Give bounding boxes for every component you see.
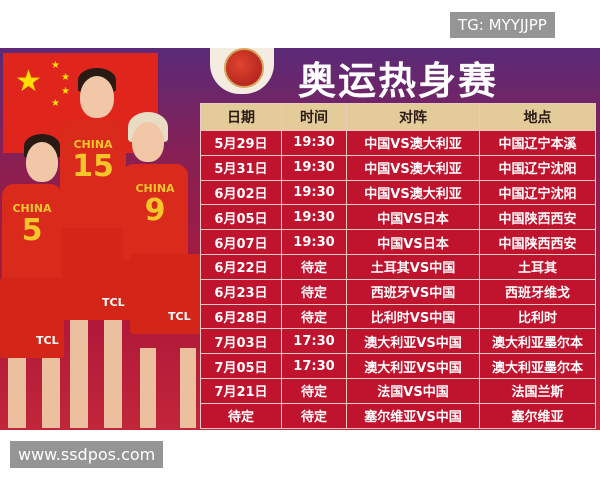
cell-matchup: 土耳其VS中国 [346, 253, 480, 280]
table-row: 6月02日 19:30 中国VS澳大利亚 中国辽宁沈阳 [200, 179, 596, 206]
cell-date: 6月02日 [200, 179, 282, 206]
cell-date: 5月29日 [200, 130, 282, 156]
cell-venue: 澳大利亚墨尔本 [479, 328, 596, 355]
cell-venue: 比利时 [479, 303, 596, 330]
table-row: 7月05日 17:30 澳大利亚VS中国 澳大利亚墨尔本 [200, 353, 596, 379]
header-matchup: 对阵 [346, 103, 480, 131]
jersey-team: CHINA [73, 138, 113, 151]
cell-time: 待定 [281, 303, 347, 330]
table-row: 7月03日 17:30 澳大利亚VS中国 澳大利亚墨尔本 [200, 328, 596, 355]
cell-time: 待定 [281, 402, 347, 429]
cell-matchup: 中国VS澳大利亚 [346, 130, 480, 156]
cell-time: 17:30 [281, 328, 347, 355]
table-row: 5月29日 19:30 中国VS澳大利亚 中国辽宁本溪 [200, 130, 596, 156]
jersey-number: 5 [21, 213, 43, 248]
table-row: 6月23日 待定 西班牙VS中国 西班牙维戈 [200, 278, 596, 305]
cell-time: 19:30 [281, 154, 347, 181]
cell-venue: 西班牙维戈 [479, 278, 596, 305]
basketball-association-logo [210, 48, 274, 94]
cell-time: 19:30 [281, 204, 347, 231]
sponsor-logo: TCL [36, 334, 59, 347]
cell-date: 6月22日 [200, 253, 282, 280]
cell-date: 6月07日 [200, 229, 282, 255]
cell-time: 17:30 [281, 353, 347, 379]
poster-title: 奥运热身赛 [298, 59, 499, 103]
cell-venue: 土耳其 [479, 253, 596, 280]
jersey-number: 15 [72, 149, 114, 184]
header-date: 日期 [200, 103, 282, 131]
cell-matchup: 中国VS澳大利亚 [346, 154, 480, 181]
cell-matchup: 澳大利亚VS中国 [346, 328, 480, 355]
cell-matchup: 中国VS日本 [346, 204, 480, 231]
jersey-number: 9 [144, 193, 166, 228]
star-icon: ★ [51, 98, 60, 109]
cell-venue: 中国辽宁沈阳 [479, 154, 596, 181]
watermark-top-right: TG: MYYJJPP [450, 12, 555, 38]
cell-matchup: 法国VS中国 [346, 377, 480, 404]
star-icon: ★ [51, 60, 60, 71]
cell-date: 7月21日 [200, 377, 282, 404]
cell-date: 5月31日 [200, 154, 282, 181]
cell-matchup: 比利时VS中国 [346, 303, 480, 330]
star-icon: ★ [61, 86, 70, 97]
poster: ★ ★ ★ ★ ★ CHINA 15 TCL CHINA 5 TCL [0, 48, 600, 430]
table-row: 6月07日 19:30 中国VS日本 中国陕西西安 [200, 229, 596, 255]
header-time: 时间 [281, 103, 347, 131]
table-row: 5月31日 19:30 中国VS澳大利亚 中国辽宁沈阳 [200, 154, 596, 181]
cell-venue: 中国辽宁沈阳 [479, 179, 596, 206]
header-venue: 地点 [479, 103, 596, 131]
cell-venue: 中国陕西西安 [479, 204, 596, 231]
cell-matchup: 中国VS日本 [346, 229, 480, 255]
table-row: 6月28日 待定 比利时VS中国 比利时 [200, 303, 596, 330]
cell-venue: 中国陕西西安 [479, 229, 596, 255]
basketball-icon [224, 48, 264, 88]
cell-time: 19:30 [281, 179, 347, 206]
sponsor-logo: TCL [168, 310, 191, 323]
cell-date: 6月23日 [200, 278, 282, 305]
cell-time: 待定 [281, 253, 347, 280]
cell-date: 7月05日 [200, 353, 282, 379]
cell-matchup: 西班牙VS中国 [346, 278, 480, 305]
cell-time: 待定 [281, 377, 347, 404]
cell-date: 7月03日 [200, 328, 282, 355]
cell-date: 6月05日 [200, 204, 282, 231]
table-row: 7月21日 待定 法国VS中国 法国兰斯 [200, 377, 596, 404]
table-row: 6月05日 19:30 中国VS日本 中国陕西西安 [200, 204, 596, 231]
cell-venue: 法国兰斯 [479, 377, 596, 404]
cell-date: 6月28日 [200, 303, 282, 330]
star-icon: ★ [61, 72, 70, 83]
jersey-team: CHINA [12, 202, 52, 215]
cell-matchup: 澳大利亚VS中国 [346, 353, 480, 379]
cell-matchup: 塞尔维亚VS中国 [346, 402, 480, 429]
sponsor-logo: TCL [102, 296, 125, 309]
schedule-table: 日期 时间 对阵 地点 5月29日 19:30 中国VS澳大利亚 中国辽宁本溪 5月31… [200, 103, 596, 429]
table-header-row: 日期 时间 对阵 地点 [200, 103, 596, 131]
cell-date: 待定 [200, 402, 282, 429]
table-row: 待定 待定 塞尔维亚VS中国 塞尔维亚 [200, 402, 596, 429]
watermark-bottom-left: www.ssdpos.com [10, 441, 164, 468]
table-row: 6月22日 待定 土耳其VS中国 土耳其 [200, 253, 596, 280]
cell-venue: 澳大利亚墨尔本 [479, 353, 596, 379]
cell-time: 待定 [281, 278, 347, 305]
cell-time: 19:30 [281, 229, 347, 255]
cell-time: 19:30 [281, 130, 347, 156]
cell-venue: 中国辽宁本溪 [479, 130, 596, 156]
cell-matchup: 中国VS澳大利亚 [346, 179, 480, 206]
jersey-team: CHINA [135, 182, 175, 195]
star-icon: ★ [15, 64, 42, 99]
cell-venue: 塞尔维亚 [479, 402, 596, 429]
